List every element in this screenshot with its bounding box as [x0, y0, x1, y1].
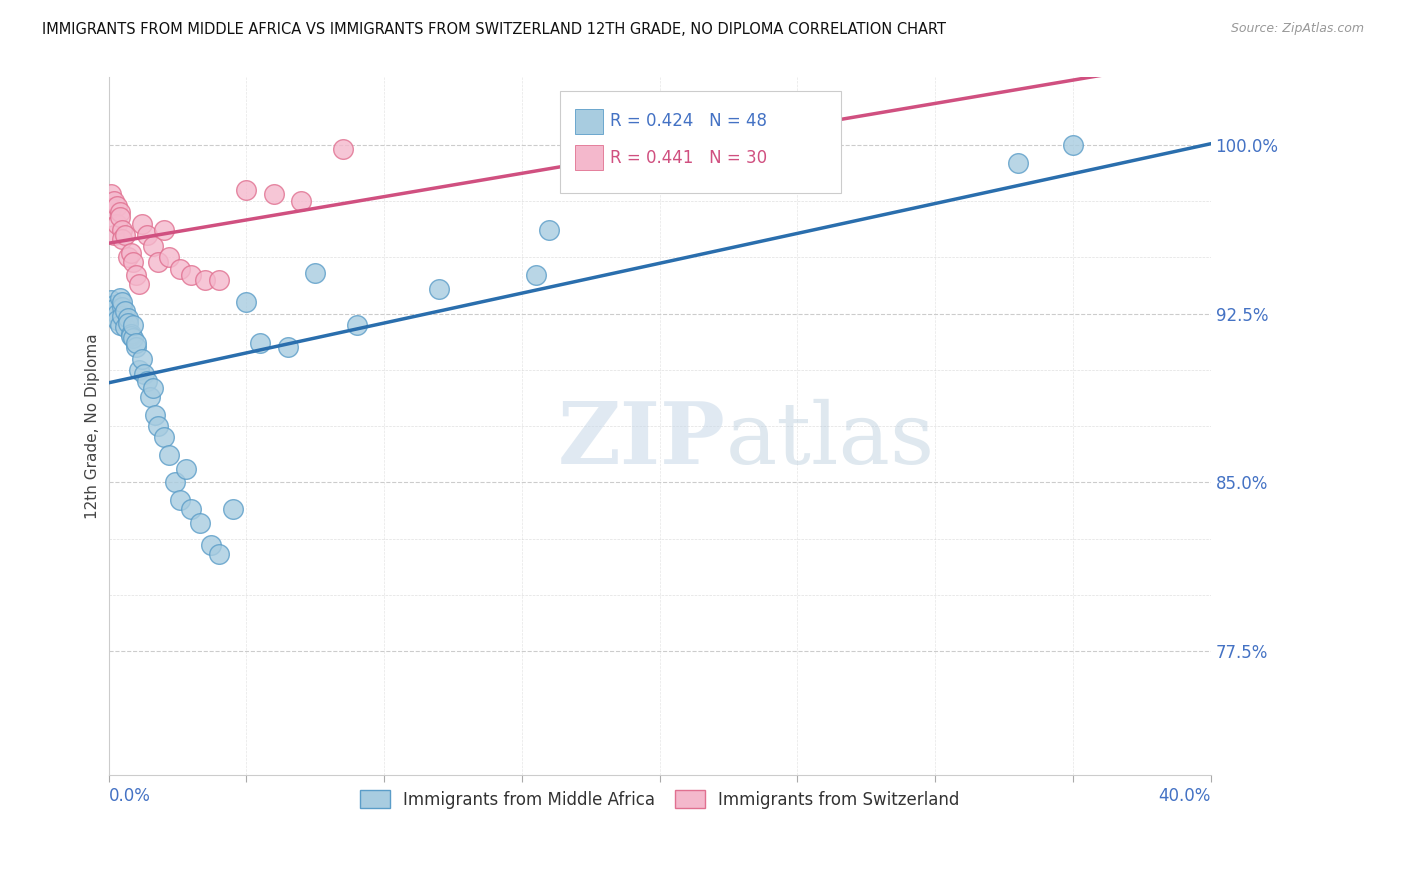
- Point: [235, 295, 257, 310]
- Text: atlas: atlas: [725, 399, 935, 482]
- Point: [125, 268, 148, 283]
- Point: [169, 493, 191, 508]
- Point: [103, 194, 125, 209]
- FancyBboxPatch shape: [561, 91, 841, 193]
- Point: [122, 255, 145, 269]
- Point: [538, 223, 561, 237]
- Point: [111, 309, 134, 323]
- FancyBboxPatch shape: [575, 145, 603, 170]
- Point: [148, 255, 170, 269]
- Point: [108, 210, 131, 224]
- Point: [221, 502, 243, 516]
- Point: [249, 335, 271, 350]
- Text: R = 0.424   N = 48: R = 0.424 N = 48: [610, 112, 768, 130]
- Text: ZIP: ZIP: [558, 398, 725, 482]
- Text: R = 0.441   N = 30: R = 0.441 N = 30: [610, 149, 768, 167]
- Point: [148, 419, 170, 434]
- Point: [105, 199, 128, 213]
- Text: IMMIGRANTS FROM MIDDLE AFRICA VS IMMIGRANTS FROM SWITZERLAND 12TH GRADE, NO DIPL: IMMIGRANTS FROM MIDDLE AFRICA VS IMMIGRA…: [42, 22, 946, 37]
- Point: [111, 300, 134, 314]
- Point: [263, 187, 285, 202]
- Point: [117, 251, 139, 265]
- Point: [290, 194, 312, 209]
- Text: 0.0%: 0.0%: [108, 788, 150, 805]
- Point: [108, 205, 131, 219]
- Point: [111, 223, 134, 237]
- Legend: Immigrants from Middle Africa, Immigrants from Switzerland: Immigrants from Middle Africa, Immigrant…: [353, 784, 966, 815]
- Point: [125, 335, 148, 350]
- Point: [188, 516, 211, 530]
- Point: [427, 282, 450, 296]
- Point: [1062, 137, 1084, 152]
- Text: Source: ZipAtlas.com: Source: ZipAtlas.com: [1230, 22, 1364, 36]
- Point: [125, 340, 148, 354]
- Point: [180, 268, 202, 283]
- FancyBboxPatch shape: [575, 109, 603, 134]
- Point: [111, 232, 134, 246]
- Point: [103, 227, 125, 242]
- Point: [142, 381, 165, 395]
- Point: [100, 187, 122, 202]
- Point: [145, 408, 167, 422]
- Point: [208, 273, 231, 287]
- Point: [120, 329, 142, 343]
- Point: [128, 363, 150, 377]
- Point: [346, 318, 368, 332]
- Point: [194, 273, 217, 287]
- Point: [128, 277, 150, 292]
- Text: 40.0%: 40.0%: [1159, 788, 1211, 805]
- Point: [136, 374, 159, 388]
- Point: [136, 227, 159, 242]
- Point: [131, 217, 153, 231]
- Point: [100, 293, 122, 307]
- Point: [122, 331, 145, 345]
- Point: [142, 239, 165, 253]
- Point: [200, 538, 222, 552]
- Point: [114, 304, 136, 318]
- Point: [139, 390, 162, 404]
- Point: [103, 302, 125, 317]
- Point: [117, 311, 139, 326]
- Point: [235, 183, 257, 197]
- Point: [169, 261, 191, 276]
- Point: [157, 449, 180, 463]
- Point: [120, 246, 142, 260]
- Point: [152, 430, 174, 444]
- Point: [122, 318, 145, 332]
- Point: [134, 368, 156, 382]
- Point: [180, 502, 202, 516]
- Point: [105, 313, 128, 327]
- Point: [277, 340, 299, 354]
- Point: [174, 462, 197, 476]
- Point: [157, 251, 180, 265]
- Point: [120, 326, 142, 341]
- Point: [114, 227, 136, 242]
- Point: [105, 307, 128, 321]
- Point: [108, 291, 131, 305]
- Point: [131, 351, 153, 366]
- Point: [208, 547, 231, 561]
- Y-axis label: 12th Grade, No Diploma: 12th Grade, No Diploma: [86, 334, 100, 519]
- Point: [332, 143, 354, 157]
- Point: [111, 295, 134, 310]
- Point: [117, 316, 139, 330]
- Point: [304, 266, 326, 280]
- Point: [100, 201, 122, 215]
- Point: [114, 320, 136, 334]
- Point: [152, 223, 174, 237]
- Point: [1007, 156, 1029, 170]
- Point: [105, 217, 128, 231]
- Point: [103, 298, 125, 312]
- Point: [163, 475, 186, 490]
- Point: [524, 268, 547, 283]
- Point: [108, 318, 131, 332]
